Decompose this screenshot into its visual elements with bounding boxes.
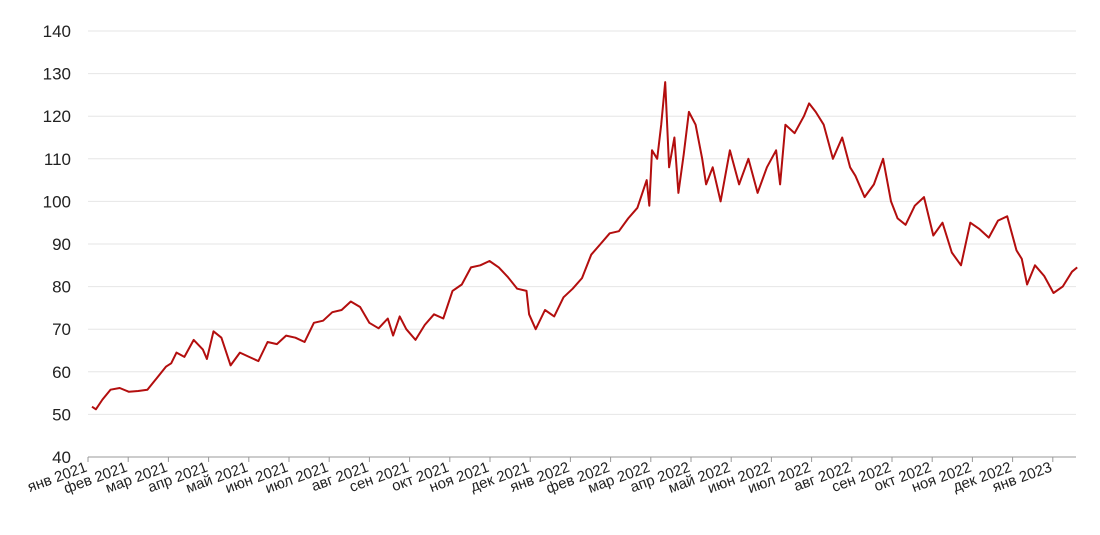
- y-tick-label: 130: [43, 65, 71, 84]
- y-tick-label: 120: [43, 107, 71, 126]
- y-tick-label: 110: [44, 150, 71, 169]
- y-tick-label: 100: [43, 192, 71, 211]
- y-tick-label: 60: [52, 363, 71, 382]
- y-tick-label: 50: [52, 405, 71, 424]
- gridlines: [88, 30, 1076, 415]
- y-tick-label: 40: [52, 448, 71, 467]
- y-tick-label: 80: [52, 278, 71, 297]
- y-tick-label: 70: [52, 320, 71, 339]
- y-tick-label: 90: [52, 235, 71, 254]
- y-axis-ticks: 40 50 60 70 80 90 100 110 120 130 140: [43, 22, 71, 467]
- series-line: [91, 81, 1078, 411]
- y-tick-label: 140: [43, 22, 71, 41]
